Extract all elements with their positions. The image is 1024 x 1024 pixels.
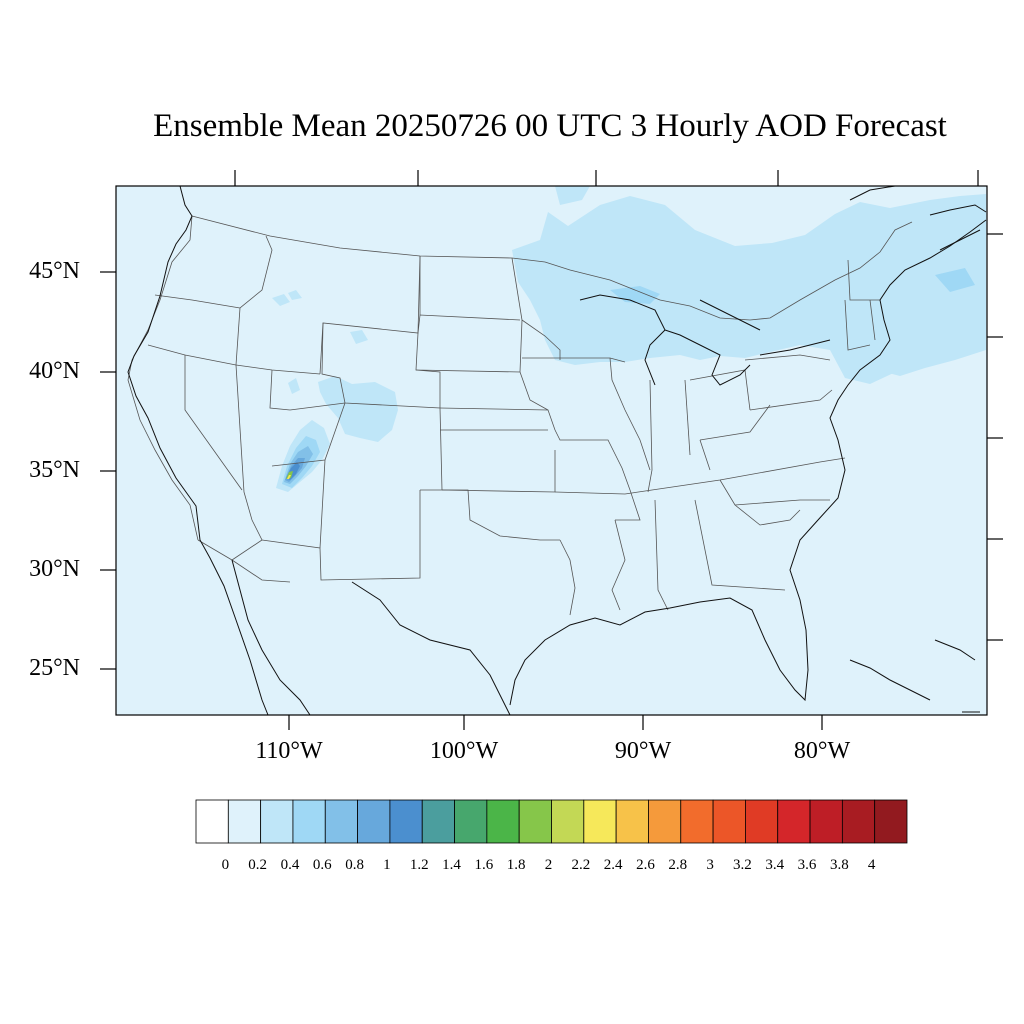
colorbar-box — [745, 799, 779, 844]
aod-pocket-lakes — [610, 286, 660, 304]
colorbar-tick-label: 2.6 — [636, 857, 655, 873]
colorbar-box — [260, 799, 294, 844]
colorbar-box — [777, 799, 811, 844]
islands — [849, 639, 980, 713]
colorbar-box — [195, 799, 229, 844]
aod-plume-northeast — [512, 194, 986, 384]
colorbar-box — [227, 799, 262, 844]
aod-pocket-quebec — [935, 268, 975, 292]
colorbar-box — [615, 799, 649, 844]
aod-core-22 — [287, 475, 291, 479]
aod-plume-utah-small — [288, 378, 300, 394]
colorbar-tick-label: 2.2 — [571, 857, 591, 873]
colorbar-box — [389, 799, 423, 844]
colorbar-tick-label: 0.2 — [248, 857, 267, 873]
colorbar-tick-label: 2.4 — [603, 857, 623, 873]
colorbar-tick-label: 3 — [706, 857, 714, 873]
colorbar-tick-label: 2.8 — [668, 857, 688, 873]
colorbar-box — [874, 799, 908, 844]
coastlines — [127, 185, 987, 716]
colorbar-box — [680, 799, 714, 844]
colorbar-tick-label: 3.8 — [829, 857, 849, 873]
colorbar-box — [712, 799, 746, 844]
colorbar-box — [648, 799, 682, 844]
colorbar-tick-label: 0.4 — [280, 857, 300, 873]
colorbar-tick-label: 1 — [383, 857, 391, 873]
colorbar-tick-label: 3.2 — [733, 857, 752, 873]
colorbar-tick-label: 3.6 — [797, 857, 817, 873]
aod-plume-colorado — [318, 376, 398, 442]
colorbar-box — [421, 799, 455, 844]
colorbar — [195, 799, 908, 844]
axis-ticks — [100, 170, 1003, 730]
aod-plume-wyoming — [350, 330, 368, 344]
colorbar-box — [518, 799, 552, 844]
colorbar-tick-label: 3.4 — [765, 857, 785, 873]
colorbar-box — [809, 799, 843, 844]
lat-label-45n: 45°N — [29, 258, 80, 284]
lon-label-90w: 90°W — [614, 738, 672, 764]
colorbar-box — [357, 799, 391, 844]
page-title: Ensemble Mean 20250726 00 UTC 3 Hourly A… — [153, 108, 947, 144]
colorbar-box — [486, 799, 520, 844]
state-boundaries — [127, 215, 913, 616]
colorbar-tick-label: 0 — [221, 857, 230, 873]
colorbar-tick-label: 1.2 — [409, 857, 429, 873]
aod-shading — [272, 186, 986, 492]
lat-label-25n: 25°N — [29, 655, 80, 681]
lat-label-35n: 35°N — [29, 457, 80, 483]
colorbar-tick-label: 1.6 — [474, 857, 494, 873]
colorbar-box — [551, 799, 585, 844]
colorbar-tick-label: 4 — [867, 857, 876, 873]
aod-plume-northwest — [555, 186, 590, 205]
aod-plume-montana — [288, 290, 302, 300]
colorbar-tick-label: 1.4 — [442, 857, 461, 873]
lon-label-110w: 110°W — [255, 738, 323, 764]
colorbar-box — [583, 799, 617, 844]
colorbar-tick-label: 2 — [544, 857, 553, 873]
colorbar-tick-label: 0.8 — [345, 857, 364, 873]
lon-label-80w: 80°W — [793, 738, 851, 764]
colorbar-box — [292, 799, 326, 844]
aod-plume-atlantic — [885, 296, 986, 376]
colorbar-box — [841, 799, 876, 844]
lon-label-100w: 100°W — [429, 738, 499, 764]
lat-label-30n: 30°N — [29, 556, 80, 582]
aod-plume-idaho — [272, 294, 290, 306]
colorbar-tick-label: 1.8 — [506, 857, 526, 873]
colorbar-tick-label: 0.6 — [312, 857, 332, 873]
lat-label-40n: 40°N — [29, 358, 80, 384]
colorbar-box — [454, 799, 488, 844]
colorbar-box — [324, 799, 358, 844]
map-frame — [115, 185, 988, 716]
